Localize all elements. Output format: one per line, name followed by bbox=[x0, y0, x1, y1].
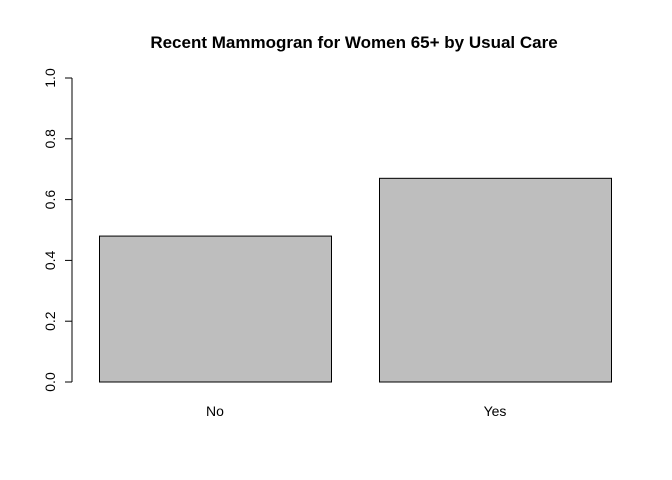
y-tick-label: 1.0 bbox=[42, 68, 58, 88]
chart-title: Recent Mammogran for Women 65+ by Usual … bbox=[150, 33, 557, 52]
x-axis-labels: No Yes bbox=[206, 403, 506, 419]
bars bbox=[99, 177, 612, 383]
y-tick-label: 0.4 bbox=[42, 250, 58, 270]
x-category-label: Yes bbox=[484, 403, 507, 419]
y-axis: 0.0 0.2 0.4 0.6 0.8 1.0 bbox=[42, 68, 73, 392]
y-tick-label: 0.6 bbox=[42, 190, 58, 210]
bar-yes bbox=[379, 177, 612, 383]
y-tick-label: 0.8 bbox=[42, 129, 58, 149]
y-tick-label: 0.2 bbox=[42, 311, 58, 331]
y-tick-label: 0.0 bbox=[42, 372, 58, 392]
bar-no bbox=[99, 235, 332, 383]
x-category-label: No bbox=[206, 403, 224, 419]
